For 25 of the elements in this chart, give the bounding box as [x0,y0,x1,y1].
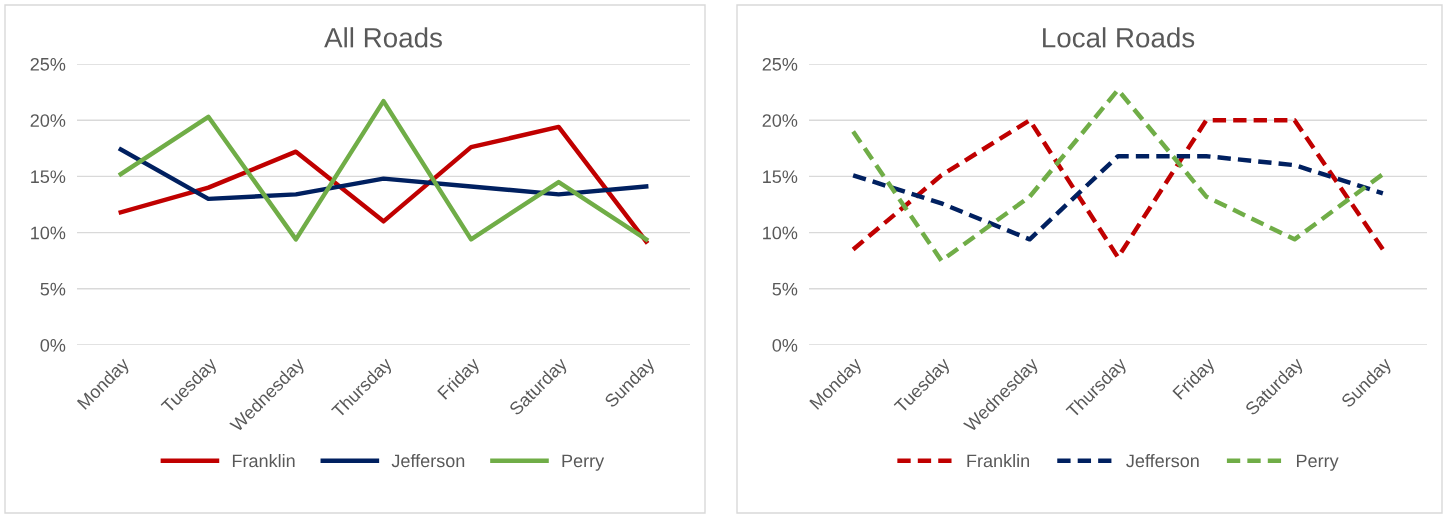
y-tick-label: 0% [772,338,798,352]
line-series [118,98,649,242]
line-series [118,124,649,244]
legend-label: Jefferson [1126,454,1199,468]
legend-label: Perry [562,454,605,471]
legend-label: Perry [1296,454,1339,471]
y-tick-label: 0% [40,338,66,352]
line-series [118,147,649,202]
y-tick-label: 15% [763,170,798,184]
chart-title: All Roads [324,27,442,48]
y-tick-label: 25% [762,57,798,71]
y-tick-label: 5% [40,282,66,296]
y-tick-label: 20% [762,114,798,127]
y-tick-label: 20% [30,114,66,127]
line-series [850,117,1386,260]
line-series [850,153,1386,242]
chart-title: Local Roads [1043,27,1195,48]
legend-label: Franklin [232,453,295,468]
y-tick-label: 25% [30,57,66,71]
y-tick-label: 10% [31,226,66,240]
y-tick-label: 10% [763,226,798,240]
legend-label: Franklin [967,453,1030,468]
y-tick-label: 5% [772,282,798,296]
y-tick-label: 15% [31,170,66,184]
legend-label: Jefferson [391,454,465,468]
